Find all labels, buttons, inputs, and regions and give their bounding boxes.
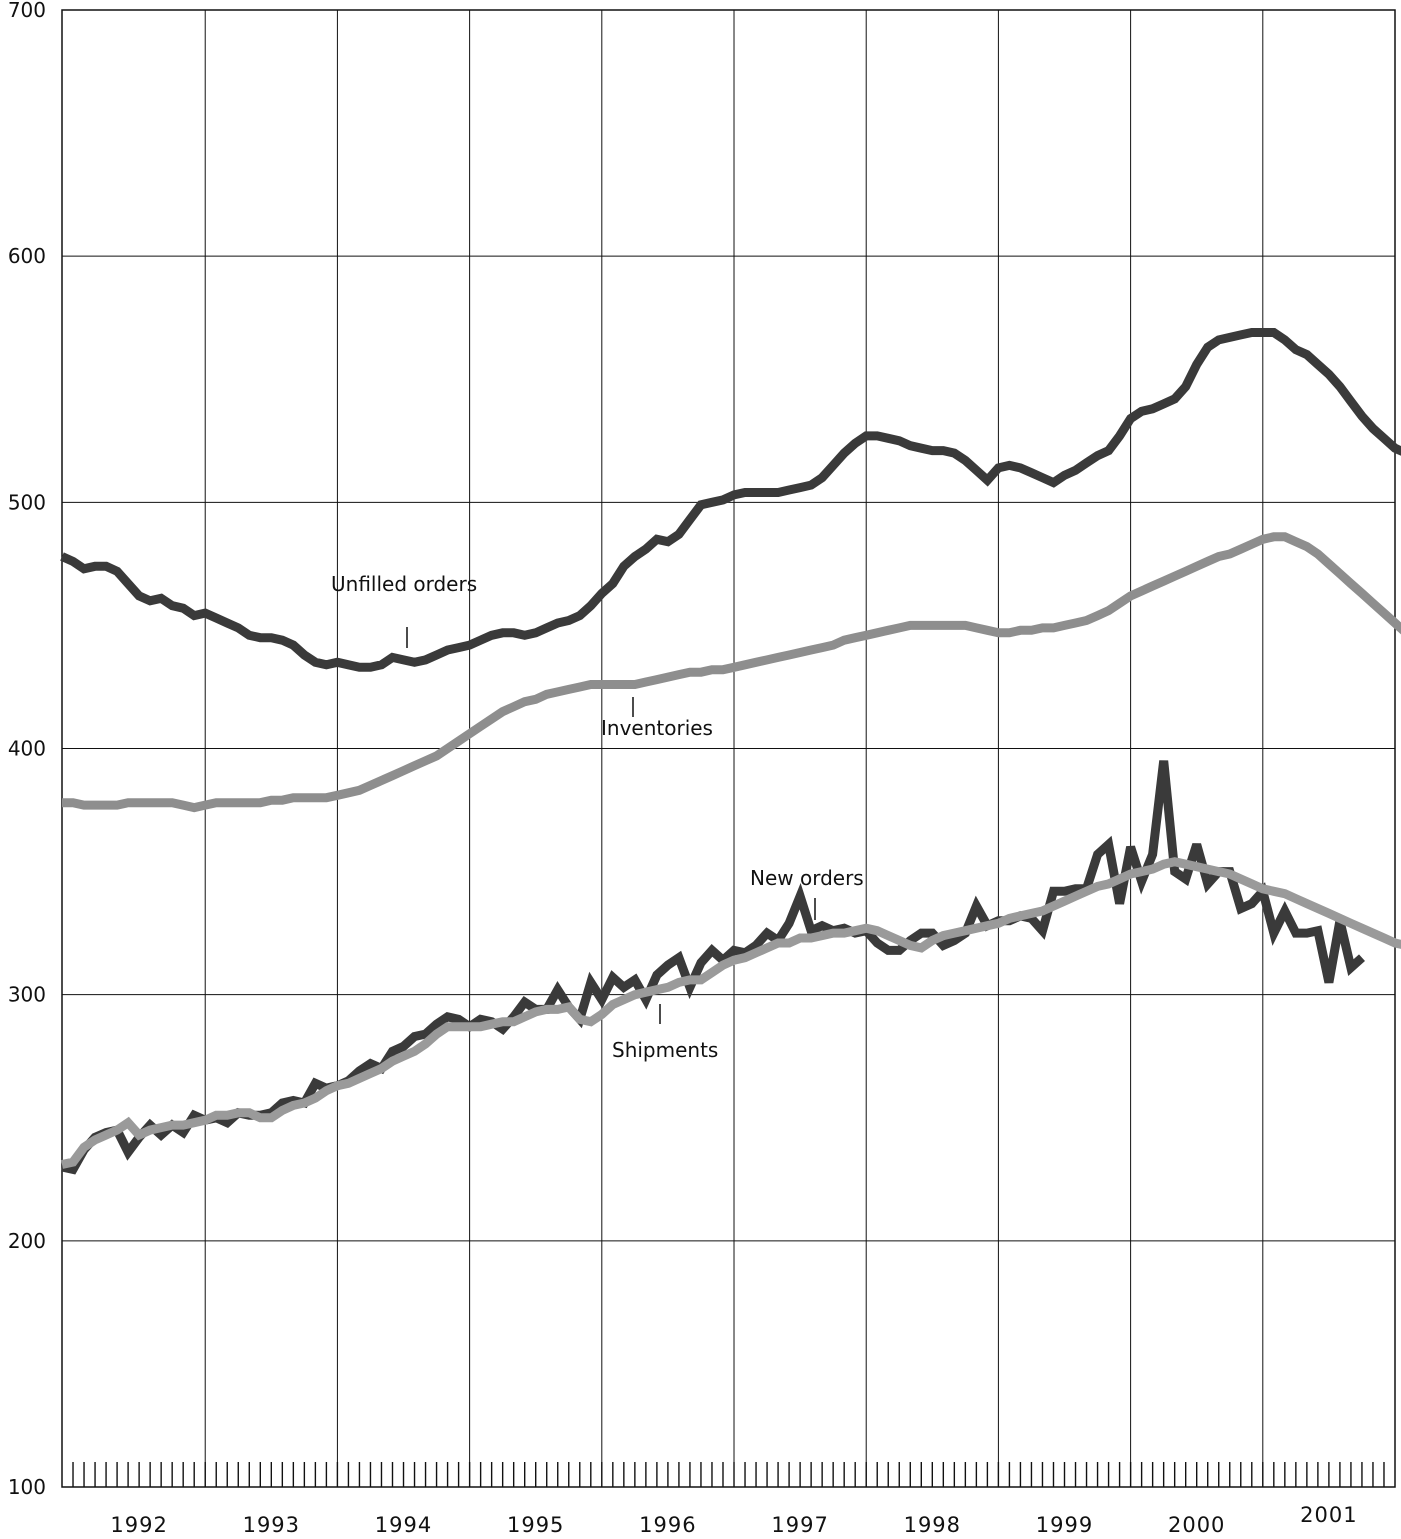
y-tick-label: 200 <box>8 1229 46 1253</box>
series-line-unfilled-orders <box>60 328 1401 672</box>
x-tick-label: 1998 <box>904 1513 961 1537</box>
x-tick-label: 1992 <box>110 1513 167 1537</box>
grid <box>61 9 1396 1488</box>
annotation-unfilled-orders: Unfilled orders <box>331 572 477 596</box>
series-line-shipments <box>61 857 1401 1169</box>
y-tick-label: 100 <box>8 1475 46 1499</box>
x-tick-label: 2001 <box>1300 1503 1357 1527</box>
x-tick-label: 1996 <box>639 1513 696 1537</box>
series-annotations: Unfilled orders Inventories New orders S… <box>331 572 864 1062</box>
annotation-inventories: Inventories <box>601 716 713 740</box>
x-tick-label: 1994 <box>375 1513 432 1537</box>
series-line-inventories <box>62 532 1401 813</box>
y-tick-label: 700 <box>8 0 46 22</box>
x-axis-month-ticks <box>72 1462 1385 1487</box>
x-tick-label: 1993 <box>243 1513 300 1537</box>
annotation-new-orders: New orders <box>750 866 864 890</box>
annotation-shipments: Shipments <box>612 1038 718 1062</box>
x-tick-label: 2000 <box>1168 1513 1225 1537</box>
y-tick-label: 300 <box>8 983 46 1007</box>
x-axis-tick-labels: 1992 1993 1994 1995 1996 1997 1998 1999 2000 2001 <box>110 1503 1357 1537</box>
x-tick-label: 1995 <box>507 1513 564 1537</box>
y-tick-label: 600 <box>8 244 46 268</box>
y-tick-label: 500 <box>8 490 46 514</box>
x-tick-label: 1997 <box>771 1513 828 1537</box>
series-lines <box>60 328 1401 1175</box>
y-axis-tick-labels: 100 200 300 400 500 600 700 <box>8 0 46 1499</box>
x-tick-label: 1999 <box>1036 1513 1093 1537</box>
series-line-new-orders <box>61 760 1365 1175</box>
y-tick-label: 400 <box>8 737 46 761</box>
